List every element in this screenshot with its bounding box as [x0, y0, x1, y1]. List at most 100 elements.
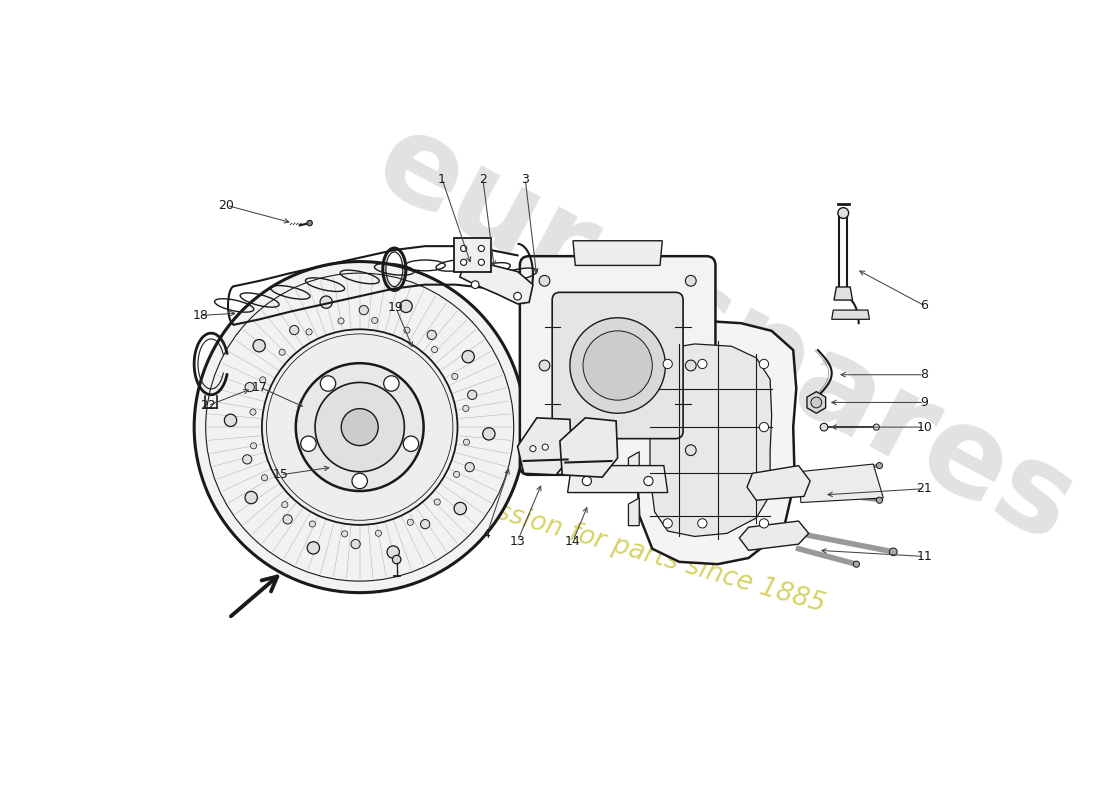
Text: 21: 21 [916, 482, 932, 495]
Circle shape [465, 462, 474, 472]
Circle shape [434, 499, 440, 505]
FancyBboxPatch shape [520, 256, 715, 475]
Text: 2: 2 [478, 173, 487, 186]
Circle shape [282, 502, 288, 508]
Circle shape [342, 530, 348, 537]
Circle shape [759, 359, 769, 369]
Circle shape [306, 329, 312, 335]
Circle shape [427, 330, 437, 339]
Text: 3: 3 [521, 173, 529, 186]
Circle shape [393, 555, 400, 564]
Circle shape [452, 374, 458, 379]
Circle shape [338, 318, 344, 324]
Circle shape [279, 349, 285, 355]
Text: 15: 15 [273, 468, 288, 482]
Circle shape [320, 376, 336, 391]
Circle shape [821, 423, 828, 431]
Circle shape [400, 300, 412, 313]
Circle shape [663, 359, 672, 369]
Polygon shape [568, 466, 668, 493]
Circle shape [307, 220, 312, 226]
Polygon shape [637, 321, 796, 564]
Polygon shape [628, 406, 639, 434]
Circle shape [404, 436, 419, 451]
Circle shape [352, 474, 367, 489]
Polygon shape [560, 418, 618, 477]
Polygon shape [832, 310, 869, 319]
Circle shape [253, 339, 265, 352]
Text: 19: 19 [388, 302, 404, 314]
Circle shape [478, 259, 484, 266]
Polygon shape [807, 392, 826, 414]
Circle shape [387, 546, 399, 558]
Circle shape [453, 471, 460, 478]
Circle shape [483, 428, 495, 440]
Circle shape [759, 518, 769, 528]
Text: 14: 14 [565, 534, 581, 547]
Circle shape [685, 445, 696, 455]
Circle shape [245, 382, 254, 392]
Circle shape [407, 519, 414, 526]
Circle shape [890, 548, 898, 556]
Polygon shape [739, 521, 808, 550]
Circle shape [300, 436, 316, 451]
Polygon shape [454, 238, 491, 271]
Circle shape [759, 422, 769, 432]
Circle shape [309, 521, 316, 527]
Circle shape [877, 462, 882, 469]
Text: a passion for parts since 1885: a passion for parts since 1885 [438, 483, 828, 618]
Circle shape [811, 397, 822, 408]
Polygon shape [517, 418, 572, 475]
Text: 10: 10 [916, 421, 932, 434]
Circle shape [514, 292, 521, 300]
Circle shape [315, 382, 405, 472]
Circle shape [351, 539, 360, 549]
Circle shape [685, 275, 696, 286]
Circle shape [570, 318, 666, 414]
Circle shape [289, 326, 299, 334]
Polygon shape [628, 452, 639, 479]
Circle shape [530, 446, 536, 452]
Circle shape [697, 359, 707, 369]
Circle shape [360, 306, 368, 314]
Polygon shape [834, 287, 852, 300]
Circle shape [854, 561, 859, 567]
Circle shape [685, 360, 696, 371]
Circle shape [404, 327, 410, 334]
Circle shape [468, 390, 476, 399]
Polygon shape [628, 359, 639, 387]
Polygon shape [517, 435, 548, 462]
Circle shape [243, 454, 252, 464]
Circle shape [697, 518, 707, 528]
Circle shape [461, 246, 466, 251]
Circle shape [296, 363, 424, 491]
Text: 20: 20 [219, 199, 234, 212]
Circle shape [463, 406, 469, 411]
FancyBboxPatch shape [552, 292, 683, 438]
Text: 1: 1 [438, 173, 446, 186]
Circle shape [195, 262, 526, 593]
Polygon shape [573, 241, 662, 266]
Text: eurospares: eurospares [356, 102, 1094, 568]
Circle shape [384, 376, 399, 391]
Circle shape [283, 514, 293, 524]
Polygon shape [460, 264, 534, 304]
Text: 9: 9 [921, 396, 928, 409]
Circle shape [372, 318, 377, 323]
Circle shape [224, 414, 236, 426]
Circle shape [478, 246, 484, 251]
Text: 11: 11 [916, 550, 932, 563]
Circle shape [583, 331, 652, 400]
Text: 13: 13 [509, 534, 526, 547]
Circle shape [873, 424, 880, 430]
Circle shape [838, 208, 849, 218]
Circle shape [539, 275, 550, 286]
Polygon shape [650, 344, 772, 537]
Circle shape [877, 497, 882, 503]
Circle shape [320, 296, 332, 308]
Circle shape [644, 476, 653, 486]
Circle shape [463, 439, 470, 445]
Circle shape [663, 518, 672, 528]
Text: 8: 8 [920, 368, 928, 382]
Circle shape [307, 542, 319, 554]
